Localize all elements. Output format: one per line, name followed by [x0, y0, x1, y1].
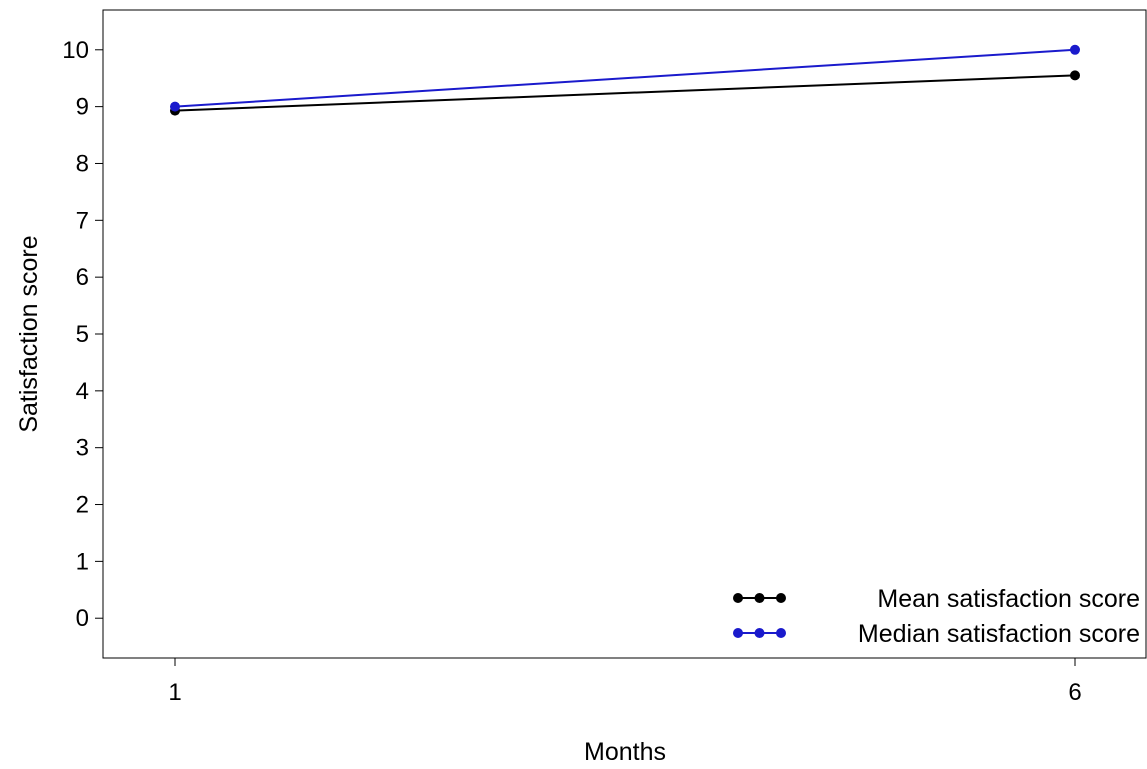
legend-swatch-marker [776, 593, 786, 603]
legend-swatch-marker [733, 593, 743, 603]
series-line-0 [174, 74, 1076, 112]
legend-label: Mean satisfaction score [877, 585, 1140, 613]
y-tick-label: 4 [76, 378, 89, 405]
y-axis: 0 1 2 3 4 5 6 7 8 9 10 [62, 37, 103, 632]
legend: Mean satisfaction score Median satisfacti… [733, 585, 1140, 648]
legend-swatch-marker [776, 628, 786, 638]
legend-label: Median satisfaction score [858, 620, 1140, 648]
data-point [170, 101, 180, 112]
x-tick-label: 6 [1068, 679, 1081, 706]
y-tick-label: 5 [76, 321, 89, 348]
y-tick-label: 8 [76, 150, 89, 177]
data-point [1070, 44, 1080, 55]
series-layer [170, 44, 1080, 116]
y-tick-label: 7 [76, 207, 89, 234]
y-tick-label: 10 [62, 37, 89, 64]
legend-swatch-marker [733, 628, 743, 638]
x-tick-label: 1 [168, 679, 181, 706]
y-tick-label: 0 [76, 605, 89, 632]
y-tick-label: 9 [76, 94, 89, 121]
series-line-1 [174, 48, 1076, 108]
y-tick-label: 6 [76, 264, 89, 291]
y-tick-label: 2 [76, 492, 89, 519]
y-tick-label: 3 [76, 435, 89, 462]
legend-swatch-marker [754, 593, 765, 603]
data-point [1070, 70, 1080, 81]
legend-swatch-marker [754, 628, 765, 638]
y-axis-title: Satisfaction score [15, 235, 43, 432]
x-axis-title: Months [584, 738, 666, 766]
y-tick-label: 1 [76, 548, 89, 575]
